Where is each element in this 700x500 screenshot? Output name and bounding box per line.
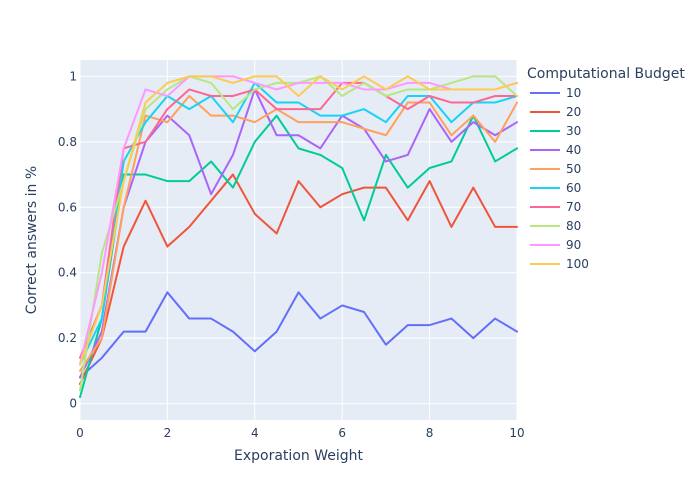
series-layer — [79, 75, 518, 399]
plot-area — [80, 60, 517, 420]
series-line-10 — [79, 291, 518, 379]
y-tick-label: 0.2 — [58, 331, 77, 345]
x-tick-label: 10 — [509, 426, 524, 440]
x-axis-title: Exporation Weight — [234, 448, 363, 464]
legend-item-70[interactable]: 70 — [530, 200, 581, 214]
series-line-20 — [79, 173, 518, 385]
y-axis-title: Correct answers in % — [24, 166, 40, 314]
series-line-50 — [79, 95, 518, 372]
legend-item-80[interactable]: 80 — [530, 219, 581, 233]
series-line-40 — [79, 88, 518, 379]
grid — [79, 60, 518, 420]
y-tick-label: 1 — [69, 69, 77, 83]
x-tick-label: 0 — [76, 426, 84, 440]
legend-item-90[interactable]: 90 — [530, 238, 581, 252]
legend-label: 70 — [566, 200, 581, 214]
x-tick-label: 2 — [164, 426, 172, 440]
legend-label: 50 — [566, 162, 581, 176]
x-tick-label: 6 — [338, 426, 346, 440]
x-tick-label: 8 — [426, 426, 434, 440]
legend-label: 40 — [566, 143, 581, 157]
legend-item-60[interactable]: 60 — [530, 181, 581, 195]
y-tick-label: 0 — [69, 397, 77, 411]
legend-item-100[interactable]: 100 — [530, 257, 589, 271]
series-line-60 — [79, 81, 518, 366]
ticks: 0 2 4 6 8 10 0 0.2 0.4 0.6 0.8 1 — [58, 69, 525, 440]
y-tick-label: 0.8 — [58, 135, 77, 149]
series-line-100 — [79, 75, 518, 366]
legend-item-10[interactable]: 10 — [530, 86, 581, 100]
x-tick-label: 4 — [251, 426, 259, 440]
legend-label: 60 — [566, 181, 581, 195]
legend-label: 80 — [566, 219, 581, 233]
legend-label: 20 — [566, 105, 581, 119]
legend-label: 100 — [566, 257, 589, 271]
legend-title: Computational Budget — [527, 66, 685, 82]
legend-item-30[interactable]: 30 — [530, 124, 581, 138]
series-line-90 — [79, 75, 518, 366]
legend-item-50[interactable]: 50 — [530, 162, 581, 176]
y-tick-label: 0.4 — [58, 266, 77, 280]
legend-item-40[interactable]: 40 — [530, 143, 581, 157]
series-line-30 — [79, 114, 518, 399]
legend: Computational Budget 10 20 30 40 50 60 70 80 90 1… — [527, 66, 685, 271]
legend-label: 90 — [566, 238, 581, 252]
legend-item-20[interactable]: 20 — [530, 105, 581, 119]
y-tick-label: 0.6 — [58, 200, 77, 214]
legend-label: 30 — [566, 124, 581, 138]
legend-label: 10 — [566, 86, 581, 100]
series-line-70 — [79, 81, 518, 359]
